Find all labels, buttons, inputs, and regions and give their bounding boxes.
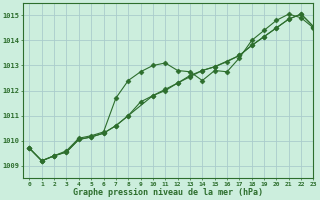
X-axis label: Graphe pression niveau de la mer (hPa): Graphe pression niveau de la mer (hPa) xyxy=(73,188,263,197)
